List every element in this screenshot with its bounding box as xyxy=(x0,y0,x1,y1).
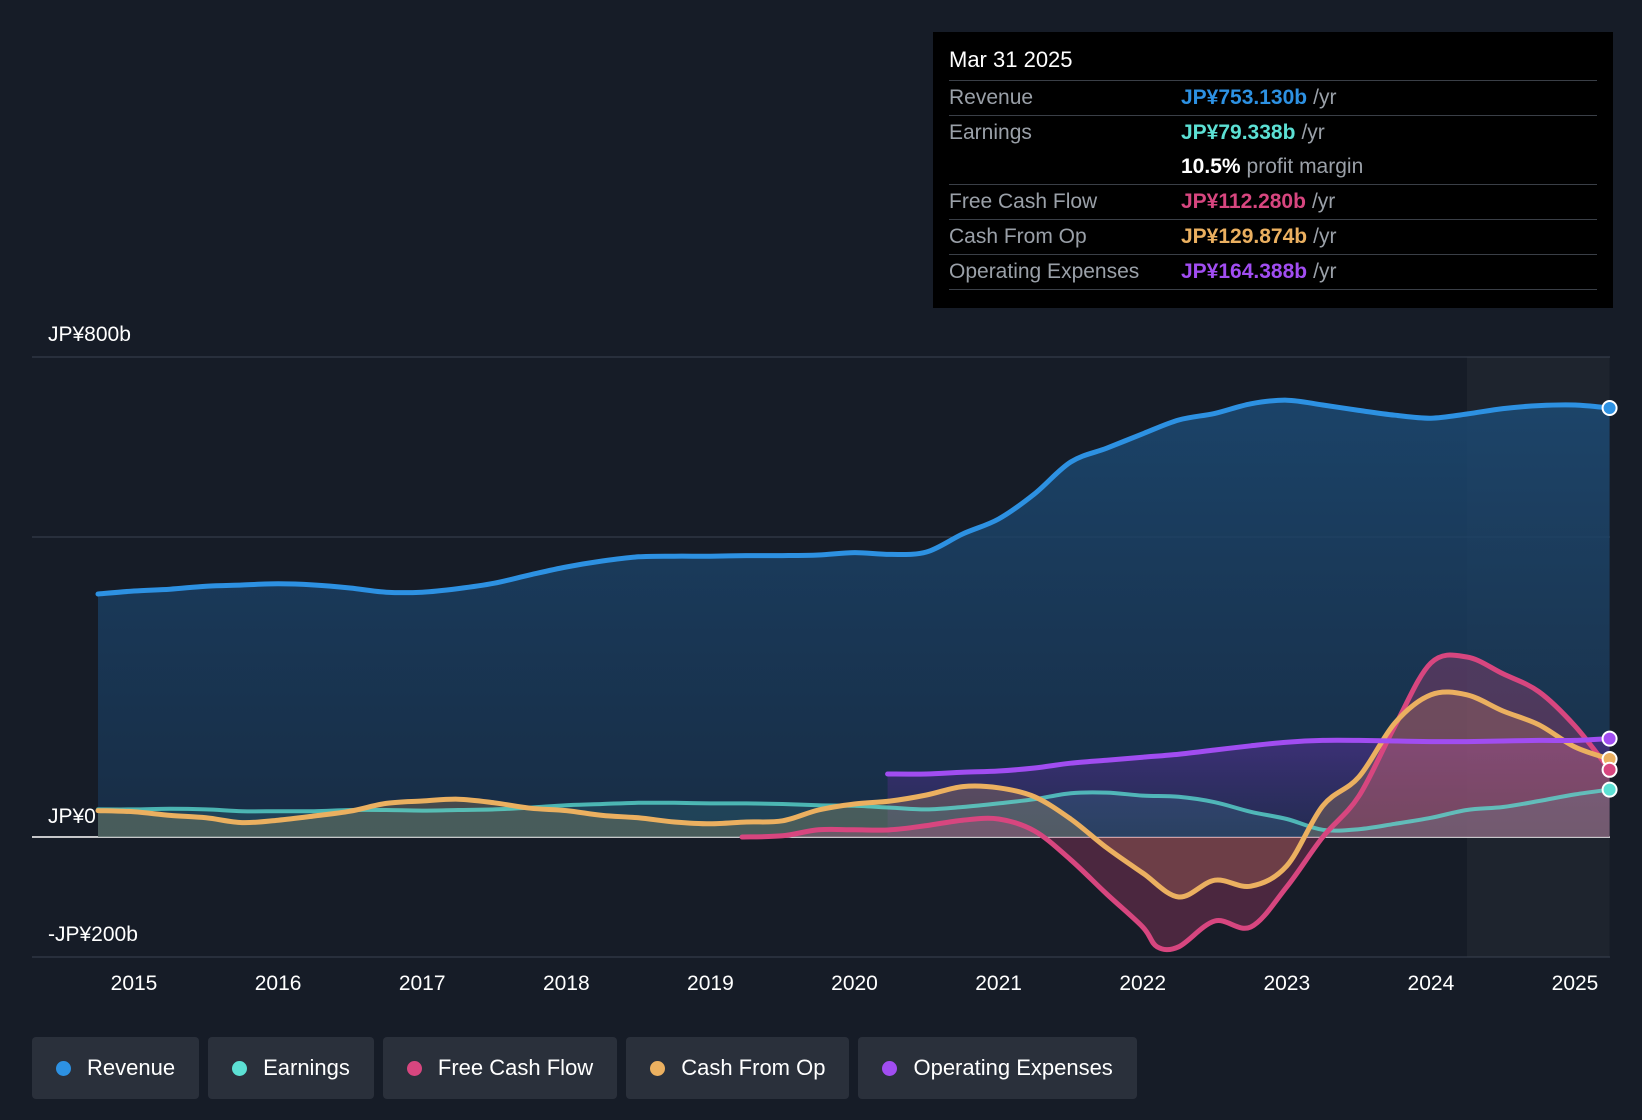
series-areas xyxy=(98,400,1610,950)
earnings-dot-icon xyxy=(232,1060,248,1076)
tooltip-row-fcf: Free Cash Flow JP¥112.280b /yr xyxy=(949,184,1597,219)
legend-item-earnings[interactable]: Earnings xyxy=(208,1037,374,1099)
tooltip-value: 10.5% xyxy=(1181,155,1241,178)
revenue-dot-icon xyxy=(56,1060,71,1076)
tooltip-row-earnings: Earnings JP¥79.338b /yr xyxy=(949,115,1597,150)
revenue-line xyxy=(95,397,1612,597)
tooltip-label: Cash From Op xyxy=(949,225,1087,248)
tooltip-unit: profit margin xyxy=(1246,155,1364,178)
tooltip-unit: /yr xyxy=(1311,190,1336,213)
tooltip-row-cfo: Cash From Op JP¥129.874b /yr xyxy=(949,219,1597,254)
y-tick-label: -JP¥200b xyxy=(48,923,138,946)
revenue-endpoint xyxy=(1601,400,1618,416)
tooltip-value: JP¥79.338b xyxy=(1181,121,1296,144)
legend-item-cfo[interactable]: Cash From Op xyxy=(626,1037,850,1099)
cfo-area xyxy=(98,691,1610,898)
cfo-line xyxy=(95,689,1612,900)
tooltip-unit: /yr xyxy=(1313,225,1337,248)
series-endpoints xyxy=(1601,400,1618,798)
tooltip-value: JP¥129.874b xyxy=(1181,225,1308,248)
legend-label: Earnings xyxy=(263,1055,350,1080)
tooltip-label xyxy=(949,150,1181,184)
legend-label: Cash From Op xyxy=(681,1055,826,1080)
tooltip-label: Free Cash Flow xyxy=(949,190,1098,213)
x-tick-label: 2022 xyxy=(1119,972,1166,995)
opex-dot-icon xyxy=(882,1060,898,1076)
x-tick-label: 2017 xyxy=(399,972,446,995)
x-tick-label: 2016 xyxy=(255,972,302,995)
tooltip-unit: /yr xyxy=(1313,260,1337,283)
y-tick-label: JP¥800b xyxy=(48,323,131,346)
tooltip-value: JP¥112.280b xyxy=(1181,190,1306,213)
tooltip-row-margin: 10.5% profit margin xyxy=(949,150,1597,184)
legend: Revenue Earnings Free Cash Flow Cash Fro… xyxy=(32,1037,1137,1099)
x-tick-label: 2023 xyxy=(1263,972,1310,995)
tooltip-unit: /yr xyxy=(1313,86,1337,109)
revenue-area xyxy=(98,400,1610,837)
earnings-area xyxy=(98,789,1610,837)
earnings-endpoint xyxy=(1601,781,1618,798)
tooltip-unit: /yr xyxy=(1301,121,1325,144)
legend-item-fcf[interactable]: Free Cash Flow xyxy=(382,1037,618,1099)
x-tick-label: 2024 xyxy=(1408,972,1455,995)
tooltip-value: JP¥753.130b xyxy=(1181,86,1308,109)
legend-label: Free Cash Flow xyxy=(437,1055,594,1080)
y-axis-labels: JP¥800b JP¥0 -JP¥200b xyxy=(48,323,138,946)
x-tick-label: 2015 xyxy=(111,972,158,995)
opex-line xyxy=(885,736,1612,777)
x-tick-label: 2019 xyxy=(687,972,734,995)
x-tick-label: 2025 xyxy=(1552,972,1599,995)
tooltip-row-revenue: Revenue JP¥753.130b /yr xyxy=(949,80,1597,115)
x-tick-label: 2021 xyxy=(975,972,1022,995)
tooltip-label: Earnings xyxy=(949,121,1032,144)
legend-label: Revenue xyxy=(87,1055,176,1080)
legend-label: Operating Expenses xyxy=(913,1055,1113,1080)
tooltip-value: JP¥164.388b xyxy=(1181,260,1308,283)
opex-endpoint xyxy=(1601,730,1618,747)
x-tick-label: 2020 xyxy=(831,972,878,995)
fcf-dot-icon xyxy=(406,1060,422,1076)
tooltip-label: Revenue xyxy=(949,86,1034,109)
tooltip-row-opex: Operating Expenses JP¥164.388b /yr xyxy=(949,254,1597,290)
fcf-endpoint xyxy=(1601,761,1618,778)
cfo-dot-icon xyxy=(650,1060,666,1076)
x-tick-label: 2018 xyxy=(543,972,590,995)
tooltip-date: Mar 31 2025 xyxy=(949,47,1073,72)
fcf-line xyxy=(739,652,1612,953)
tooltip: Mar 31 2025 Revenue JP¥753.130b /yr Earn… xyxy=(933,32,1613,308)
legend-item-opex[interactable]: Operating Expenses xyxy=(858,1037,1137,1099)
opex-area xyxy=(887,738,1610,837)
x-axis-labels: 2015 2016 2017 2018 2019 2020 2021 2022 2023 2024… xyxy=(111,972,1599,995)
chart: JP¥800b JP¥0 -JP¥200b 2015 2016 2017 2018 2019… xyxy=(32,323,1618,995)
series-lines xyxy=(95,397,1612,953)
tooltip-label: Operating Expenses xyxy=(949,260,1140,283)
legend-item-revenue[interactable]: Revenue xyxy=(32,1037,200,1099)
y-tick-label: JP¥0 xyxy=(48,805,96,828)
